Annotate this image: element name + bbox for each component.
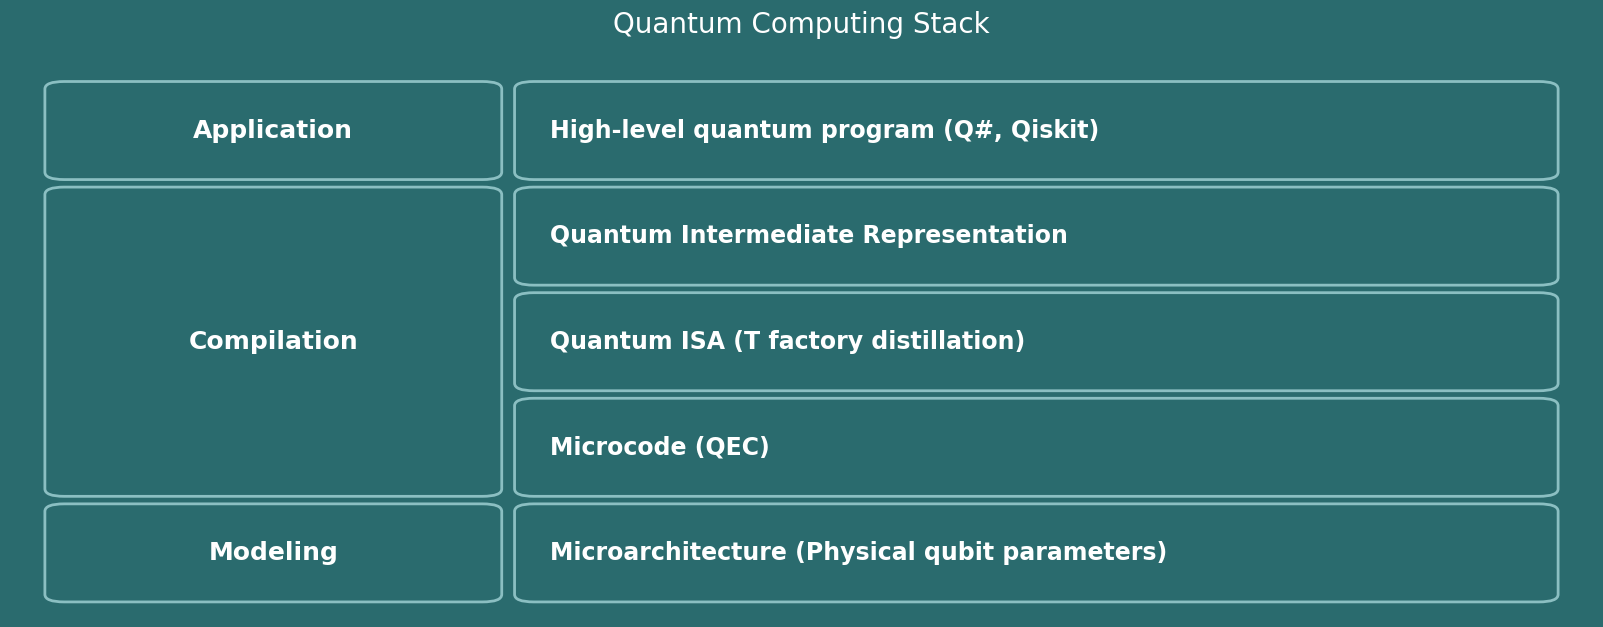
FancyBboxPatch shape bbox=[515, 398, 1558, 497]
Text: Quantum ISA (T factory distillation): Quantum ISA (T factory distillation) bbox=[550, 330, 1024, 354]
Text: Quantum Intermediate Representation: Quantum Intermediate Representation bbox=[550, 224, 1068, 248]
Text: Microcode (QEC): Microcode (QEC) bbox=[550, 435, 769, 460]
Text: High-level quantum program (Q#, Qiskit): High-level quantum program (Q#, Qiskit) bbox=[550, 119, 1100, 142]
FancyBboxPatch shape bbox=[45, 82, 502, 179]
FancyBboxPatch shape bbox=[45, 187, 502, 497]
Text: Quantum Computing Stack: Quantum Computing Stack bbox=[614, 11, 989, 40]
Text: Microarchitecture (Physical qubit parameters): Microarchitecture (Physical qubit parame… bbox=[550, 541, 1167, 565]
Text: Modeling: Modeling bbox=[208, 541, 338, 565]
FancyBboxPatch shape bbox=[45, 504, 502, 602]
FancyBboxPatch shape bbox=[515, 504, 1558, 602]
FancyBboxPatch shape bbox=[515, 187, 1558, 285]
FancyBboxPatch shape bbox=[515, 82, 1558, 179]
FancyBboxPatch shape bbox=[515, 293, 1558, 391]
Text: Application: Application bbox=[194, 119, 353, 142]
Text: Compilation: Compilation bbox=[189, 330, 357, 354]
